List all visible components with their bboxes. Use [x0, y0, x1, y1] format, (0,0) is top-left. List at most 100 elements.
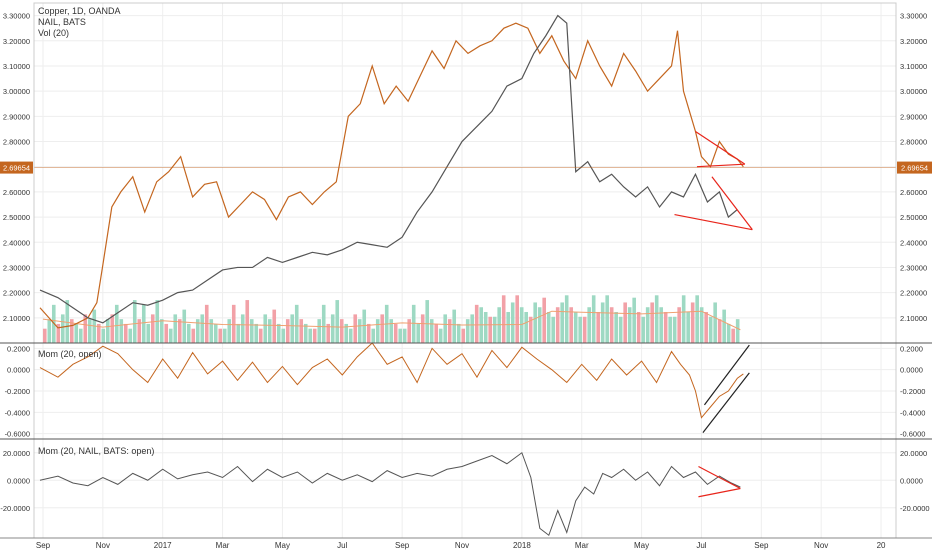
volume-bar — [528, 316, 533, 343]
x-tick-label: May — [634, 541, 649, 550]
legend-symbol[interactable]: Copper, 1D, OANDA — [38, 6, 121, 16]
x-tick-label: Sep — [754, 541, 769, 550]
volume-bar — [632, 297, 636, 343]
price-tick-label-right: 2.10000 — [900, 314, 927, 323]
price-tick-label-right: 3.30000 — [900, 12, 927, 21]
volume-bar — [303, 323, 308, 343]
momentum-pane-2 — [39, 451, 741, 537]
volume-bar — [114, 304, 119, 343]
volume-bar — [416, 323, 421, 343]
mom2-title[interactable]: Mom (20, NAIL, BATS: open) — [38, 446, 154, 456]
x-tick-label: 20 — [877, 541, 886, 550]
volume-bar — [344, 323, 349, 343]
price-tick-label-left: 3.00000 — [3, 87, 30, 96]
volume-bar — [339, 319, 344, 343]
volume-bar — [587, 307, 591, 343]
volume-bar — [249, 319, 254, 343]
volume-bar — [83, 314, 88, 343]
price-label-right-bg — [897, 161, 932, 174]
price-series — [34, 14, 896, 329]
volume-bar — [708, 316, 713, 343]
volume-bar — [681, 295, 686, 343]
volume-bar — [186, 323, 191, 343]
volume-bar — [582, 316, 587, 343]
channel-lower-trendline — [702, 372, 750, 433]
volume-bar — [299, 319, 304, 343]
mom1-tick-label-left: -0.2000 — [5, 387, 30, 396]
volume-bar — [407, 319, 412, 343]
volume-pane — [42, 295, 741, 343]
volume-bar — [137, 319, 142, 343]
volume-bar — [272, 309, 277, 343]
volume-bar — [596, 311, 600, 343]
x-tick-label: Nov — [814, 541, 828, 550]
volume-bar — [636, 311, 641, 343]
volume-bar — [164, 323, 169, 343]
volume-bar — [200, 314, 205, 343]
volume-bar — [501, 295, 506, 343]
mom1-tick-label-left: -0.6000 — [5, 430, 30, 439]
drawn-trendlines[interactable] — [674, 130, 753, 498]
volume-bar — [362, 309, 367, 343]
volume-bar — [420, 314, 425, 343]
price-tick-label-left: 2.20000 — [3, 289, 30, 298]
volume-bar — [60, 314, 65, 343]
price-tick-label-left: 2.60000 — [3, 188, 30, 197]
volume-bar — [542, 297, 546, 343]
x-tick-label: Jul — [696, 541, 706, 550]
volume-bar — [110, 314, 115, 343]
volume-bar — [101, 328, 106, 343]
volume-bar — [618, 316, 623, 343]
volume-bar — [713, 302, 717, 343]
current-price-label-right: 2.69654 — [901, 164, 928, 173]
x-tick-label: Mar — [216, 541, 230, 550]
volume-bar — [461, 328, 466, 343]
volume-bar — [74, 323, 79, 343]
price-tick-label-left: 3.10000 — [3, 62, 30, 71]
volume-bar — [65, 300, 70, 343]
volume-bar — [119, 319, 124, 343]
current-price-label-left: 2.69654 — [3, 164, 30, 173]
x-tick-label: Mar — [575, 541, 589, 550]
volume-bar — [717, 319, 722, 343]
mom1-tick-label-right: 0.0000 — [900, 366, 923, 375]
x-tick-label: May — [275, 541, 290, 550]
grid-lines — [34, 3, 896, 538]
volume-bar — [191, 328, 196, 343]
mom2-tick-label-right: 0.0000 — [900, 476, 923, 485]
volume-bar — [69, 319, 74, 343]
volume-bar — [173, 314, 178, 343]
volume-bar — [627, 307, 632, 343]
volume-bar — [434, 323, 439, 343]
price-tick-label-left: 2.80000 — [3, 138, 30, 147]
volume-bar — [726, 323, 731, 343]
mom1-tick-label-left: -0.4000 — [5, 408, 30, 417]
volume-bar — [281, 328, 286, 343]
price-tick-label-left: 3.20000 — [3, 37, 30, 46]
mom1-title[interactable]: Mom (20, open) — [38, 349, 102, 359]
price-tick-label-right: 2.40000 — [900, 238, 927, 247]
volume-bar — [650, 302, 654, 343]
volume-bar — [569, 307, 573, 343]
volume-bar — [704, 311, 708, 343]
nail-triangle-lower-trendline — [674, 213, 753, 231]
volume-bar — [474, 304, 479, 343]
volume-bar — [465, 319, 470, 343]
mom1-tick-label-right: -0.4000 — [900, 408, 925, 417]
volume-bar — [227, 319, 232, 343]
channel-upper-trendline — [703, 344, 750, 406]
volume-bar — [195, 319, 200, 343]
volume-bar — [398, 328, 403, 343]
legend-volume[interactable]: Vol (20) — [38, 28, 69, 38]
x-tick-label: 2017 — [154, 541, 172, 550]
legend-compare[interactable]: NAIL, BATS — [38, 17, 86, 27]
volume-bar — [87, 319, 92, 343]
volume-bar — [695, 295, 699, 343]
price-label-left-bg — [0, 161, 33, 174]
mom2-lower-trendline — [698, 487, 741, 498]
copper-triangle-upper-trendline — [695, 130, 746, 165]
volume-bar — [641, 316, 645, 343]
volume-bar — [677, 307, 681, 343]
